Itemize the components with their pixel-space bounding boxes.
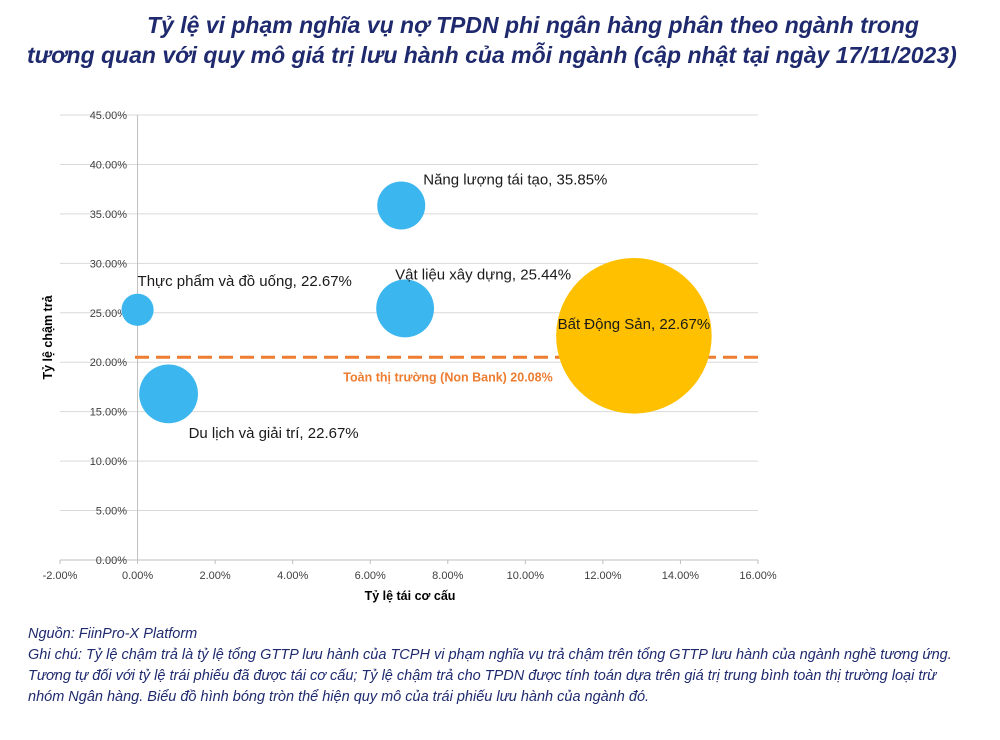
y-tick-label: 25.00% [90,308,128,320]
bubble-labels: Năng lượng tái tạo, 35.85% Thực phẩm và đ… [138,171,711,441]
footnotes: Nguồn: FiinPro-X Platform Ghi chú: Tỷ lệ… [28,624,973,708]
x-tick-label: 12.00% [584,570,622,582]
x-axis-title: Tỷ lệ tái cơ cấu [365,589,456,603]
x-tick-label: 2.00% [200,570,231,582]
x-tick-label: 6.00% [355,570,386,582]
y-tick-label: 35.00% [90,209,128,221]
bubble [377,181,426,230]
y-axis-title: Tỷ lệ chậm trả [41,294,55,379]
x-tick-label: -2.00% [43,570,78,582]
reference-line-group: Toàn thị trường (Non Bank) 20.08% [135,355,758,384]
y-tick-label: 15.00% [90,407,128,419]
y-tick-label: 0.00% [96,555,127,567]
bubble-label: Du lịch và giải trí, 22.67% [189,425,359,442]
market-average-label: Toàn thị trường (Non Bank) 20.08% [343,370,552,384]
bubble [121,293,154,326]
x-tick-label: 0.00% [122,570,153,582]
y-tick-label: 40.00% [90,159,128,171]
y-tick-label: 30.00% [90,258,128,270]
y-tick-label: 5.00% [96,506,127,518]
bubble [556,258,712,414]
x-tick-label: 4.00% [277,570,308,582]
bubbles [121,181,712,424]
x-tick-label: 16.00% [739,570,777,582]
y-tick-label: 45.00% [90,110,128,122]
bubble-chart: 0.00% 5.00% 10.00% 15.00% 20.00% 25.00% 30.00%… [41,110,777,603]
bubble-label: Bất Động Sản, 22.67% [558,316,711,333]
y-tick-label: 10.00% [90,456,128,468]
bubble-label: Vật liệu xây dựng, 25.44% [395,266,571,283]
x-tick-label: 8.00% [432,570,463,582]
chart-title-line-1: Tỷ lệ vi phạm nghĩa vụ nợ TPDN phi ngân … [147,12,919,38]
bubble [139,364,198,424]
y-tick-label: 20.00% [90,357,128,369]
chart-title: Tỷ lệ vi phạm nghĩa vụ nợ TPDN phi ngân … [0,10,1000,70]
bubble [376,279,435,338]
bubble-label: Năng lượng tái tạo, 35.85% [423,171,607,188]
x-tick-label: 14.00% [662,570,700,582]
explanation-note: Ghi chú: Tỷ lệ chậm trả là tỷ lệ tổng GT… [28,647,952,705]
bubble-label: Thực phẩm và đồ uống, 22.67% [138,273,352,290]
chart-title-line-2: tương quan với quy mô giá trị lưu hành c… [27,42,957,68]
source-note: Nguồn: FiinPro-X Platform [28,626,198,642]
axes: 0.00% 5.00% 10.00% 15.00% 20.00% 25.00% 30.00%… [41,110,777,603]
x-tick-label: 10.00% [507,570,545,582]
